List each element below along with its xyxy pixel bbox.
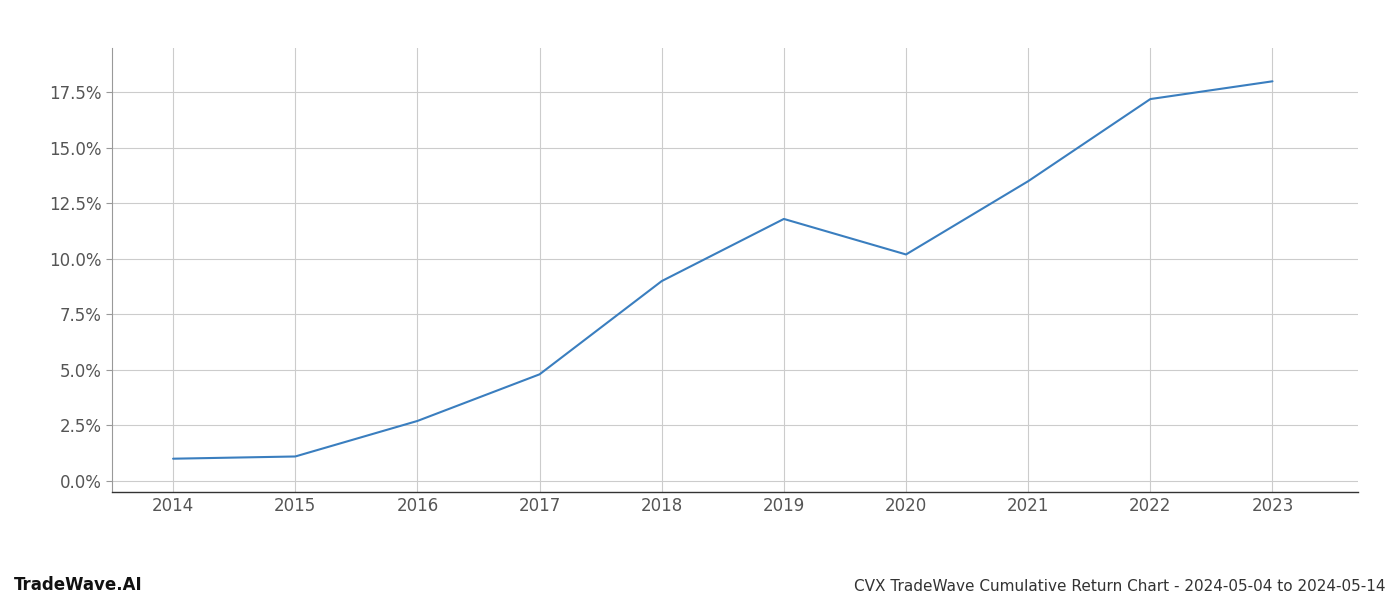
- Text: TradeWave.AI: TradeWave.AI: [14, 576, 143, 594]
- Text: CVX TradeWave Cumulative Return Chart - 2024-05-04 to 2024-05-14: CVX TradeWave Cumulative Return Chart - …: [854, 579, 1386, 594]
